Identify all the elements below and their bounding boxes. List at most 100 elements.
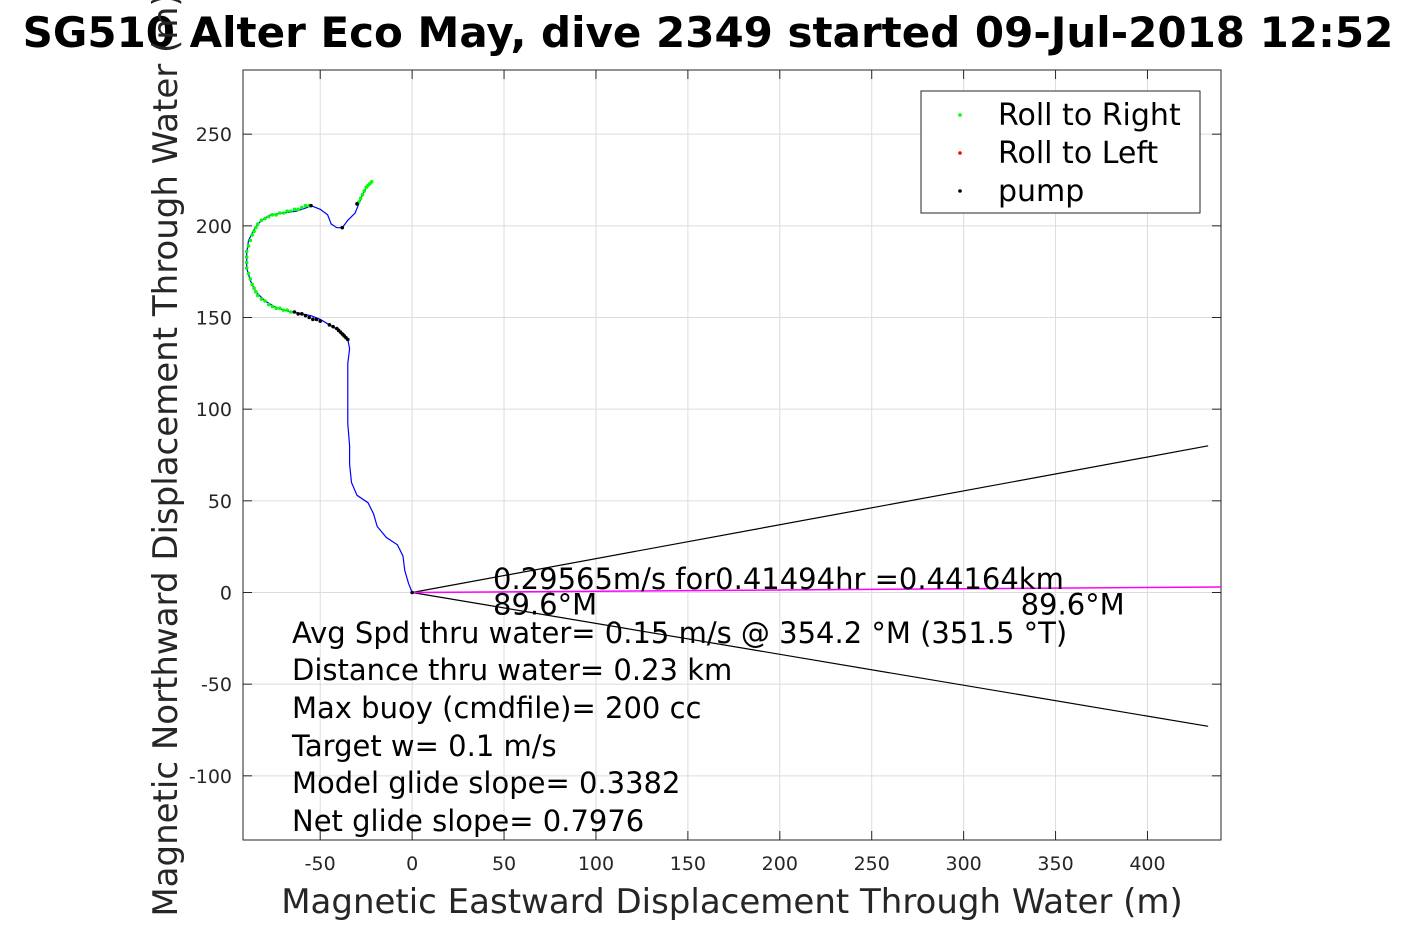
roll-right-point — [281, 211, 286, 215]
roll-right-point — [270, 304, 275, 309]
roll-right-point — [266, 302, 271, 307]
roll-right-point — [360, 192, 365, 197]
stat-target-w: Target w= 0.1 m/s — [291, 729, 557, 763]
roll-right-point — [364, 185, 368, 190]
roll-right-point — [274, 306, 278, 311]
pump-point — [303, 313, 308, 318]
chart-title: SG510 Alter Eco May, dive 2349 started 0… — [23, 8, 1394, 57]
plot-area-frame — [242, 69, 1222, 841]
y-tick-label: 200 — [196, 216, 232, 238]
roll-right-point — [244, 260, 249, 265]
legend-label-pump: pump — [998, 174, 1084, 209]
legend-label-roll-right: Roll to Right — [998, 98, 1181, 133]
roll-right-point — [358, 196, 363, 201]
legend: Roll to Right Roll to Left pump — [920, 90, 1201, 214]
x-axis-label: Magnetic Eastward Displacement Through W… — [281, 882, 1183, 922]
pump-point — [311, 317, 315, 322]
roll-right-point — [266, 214, 271, 219]
roll-right-point — [296, 207, 300, 212]
roll-right-point — [285, 308, 289, 312]
pump-point — [345, 337, 350, 342]
roll-right-point — [244, 255, 249, 259]
stat-avg-speed: Avg Spd thru water= 0.15 m/s @ 354.2 °M … — [292, 616, 1067, 650]
roll-right-point — [248, 238, 253, 243]
roll-right-point — [250, 282, 254, 287]
legend-marker-pump — [958, 189, 962, 193]
heading-cone-line-1 — [412, 445, 1209, 594]
roll-right-point — [250, 233, 254, 237]
roll-right-point — [252, 286, 256, 290]
roll-right-point — [274, 213, 278, 217]
roll-right-point — [259, 218, 264, 223]
x-tick-label: -50 — [305, 853, 336, 875]
pump-point — [355, 202, 359, 206]
roll-right-point — [246, 244, 251, 248]
pump-point — [309, 203, 313, 208]
pump-point — [307, 315, 311, 320]
y-tick-label: 0 — [220, 583, 232, 605]
roll-right-point — [285, 209, 289, 213]
pump-point — [314, 317, 319, 322]
pump-point — [410, 590, 414, 595]
y-axis-label: Magnetic Northward Displacement Through … — [146, 0, 186, 917]
stat-distance: Distance thru water= 0.23 km — [292, 653, 732, 687]
roll-right-point — [244, 249, 249, 254]
x-tick-label: 250 — [854, 853, 890, 875]
legend-box — [920, 90, 1201, 214]
roll-right-point — [277, 211, 282, 215]
y-tick-label: 100 — [196, 399, 232, 421]
legend-label-roll-left: Roll to Left — [998, 136, 1158, 171]
pump-point — [296, 312, 300, 316]
dive-statistics: Avg Spd thru water= 0.15 m/s @ 354.2 °M … — [291, 616, 1067, 838]
roll-right-point — [292, 207, 297, 212]
y-tick-label: 50 — [208, 491, 232, 513]
roll-right-point — [288, 209, 293, 213]
plot-data — [244, 180, 1222, 727]
stat-model-glide-slope: Model glide slope= 0.3382 — [292, 766, 680, 800]
roll-right-point — [263, 216, 267, 221]
x-tick-label: 300 — [945, 853, 981, 875]
roll-right-point — [277, 306, 282, 311]
roll-right-point — [255, 293, 260, 298]
roll-right-point — [281, 308, 286, 312]
pump-point — [292, 310, 297, 314]
legend-marker-roll-left — [958, 151, 962, 155]
roll-right-point — [255, 222, 260, 226]
x-tick-label: 0 — [406, 853, 418, 875]
x-tick-label: 350 — [1037, 853, 1073, 875]
heading-cone-line-2 — [412, 591, 1209, 727]
x-tick-label: 200 — [762, 853, 798, 875]
roll-right-point — [362, 189, 367, 193]
roll-right-point — [244, 266, 249, 270]
pump-point — [340, 225, 345, 230]
annotations: 0.29565m/s for0.41494hr =0.44164km 89.6°… — [493, 562, 1125, 622]
pump-point — [300, 312, 304, 316]
roll-right-point — [254, 225, 258, 230]
y-tick-label: 150 — [196, 308, 232, 330]
roll-right-point — [303, 203, 308, 208]
roll-right-point — [288, 310, 293, 314]
roll-right-point — [246, 271, 251, 276]
roll-right-point — [248, 277, 253, 281]
x-tick-label: 50 — [492, 853, 516, 875]
axis-ticks: -50 0 50 100 150 200 250 300 350 400 -100 -50 0 50 100… — [189, 70, 1221, 875]
roll-right-point — [252, 229, 256, 234]
speed-annotation: 0.29565m/s for0.41494hr =0.44164km — [493, 562, 1064, 596]
roll-right-point — [259, 297, 264, 301]
heading-right-annotation: 89.6°M — [1021, 588, 1125, 622]
pump-point — [331, 324, 335, 329]
y-tick-label: -50 — [201, 674, 232, 696]
roll-right-point — [270, 213, 275, 217]
stat-max-buoy: Max buoy (cmdfile)= 200 cc — [292, 691, 701, 725]
heading-left-annotation: 89.6°M — [493, 588, 597, 622]
roll-right-point — [254, 290, 258, 294]
y-tick-label: 250 — [196, 124, 232, 146]
x-tick-label: 100 — [578, 853, 614, 875]
pump-point — [327, 323, 332, 327]
pump-point — [318, 319, 323, 323]
y-tick-label: -100 — [189, 766, 232, 788]
mean-heading-line — [412, 586, 1222, 594]
legend-marker-roll-right — [958, 113, 962, 117]
